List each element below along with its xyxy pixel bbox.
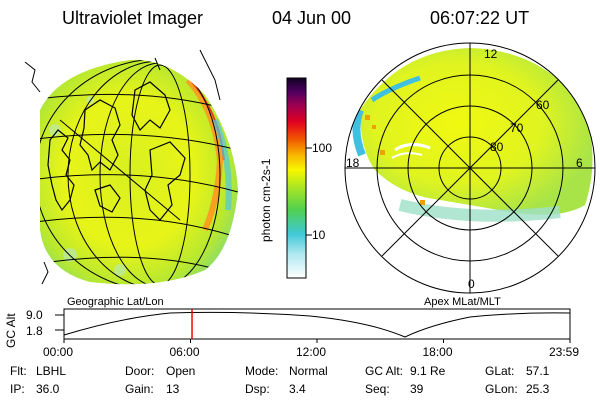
status-value: Normal — [289, 364, 328, 378]
timeline-xtick-label: 12:00 — [296, 345, 327, 359]
status-key: GC Alt: — [365, 364, 404, 378]
geographic-caption: Geographic Lat/Lon — [67, 296, 164, 308]
status-value: 9.1 Re — [410, 364, 446, 378]
color-bar — [286, 77, 312, 279]
mlt-label-6: 6 — [576, 156, 583, 170]
status-key: GLon: — [485, 382, 518, 396]
timeline-xtick-label: 23:59 — [549, 345, 580, 359]
mlt-label-12: 12 — [484, 47, 498, 61]
status-key: Seq: — [365, 382, 390, 396]
status-key: IP: — [10, 382, 25, 396]
colorbar-tick-100: 100 — [312, 141, 333, 155]
status-value: 39 — [410, 382, 424, 396]
timeline-axis-label: GC Alt — [4, 313, 18, 348]
status-value: 57.1 — [526, 364, 550, 378]
status-value: LBHL — [36, 364, 67, 378]
status-value: 3.4 — [289, 382, 306, 396]
polar-plot — [344, 42, 596, 294]
status-key: Flt: — [10, 364, 27, 378]
status-key: Gain: — [125, 382, 154, 396]
status-key: Door: — [125, 364, 155, 378]
status-key: GLat: — [485, 364, 515, 378]
status-key: Mode: — [245, 364, 279, 378]
mlt-label-0: 0 — [468, 277, 475, 291]
timeline-xtick-label: 06:00 — [169, 345, 200, 359]
status-key: Dsp: — [245, 382, 270, 396]
timeline-xtick-label: 18:00 — [422, 345, 453, 359]
time-label: 06:07:22 UT — [430, 8, 530, 28]
mlat-label-70: 70 — [510, 121, 524, 135]
date-label: 04 Jun 00 — [272, 8, 352, 28]
mlt-label-18: 18 — [346, 156, 360, 170]
mlat-label-80: 80 — [490, 140, 504, 154]
status-value: 36.0 — [36, 382, 60, 396]
mlat-label-60: 60 — [536, 98, 550, 112]
timeline-ytick-bottom: 1.8 — [26, 324, 43, 338]
altitude-timeline — [55, 308, 571, 343]
geographic-image — [24, 49, 238, 285]
magnetic-caption: Apex MLat/MLT — [424, 296, 501, 308]
timeline-ytick-top: 9.0 — [26, 308, 43, 322]
timeline-xtick-label: 00:00 — [43, 345, 74, 359]
status-value: Open — [166, 364, 196, 378]
colorbar-tick-10: 10 — [312, 228, 326, 242]
status-value: 25.3 — [526, 382, 550, 396]
instrument-title: Ultraviolet Imager — [62, 8, 204, 28]
colorbar-unit-label: photon cm-2s-1 — [259, 158, 273, 242]
status-value: 13 — [166, 382, 180, 396]
